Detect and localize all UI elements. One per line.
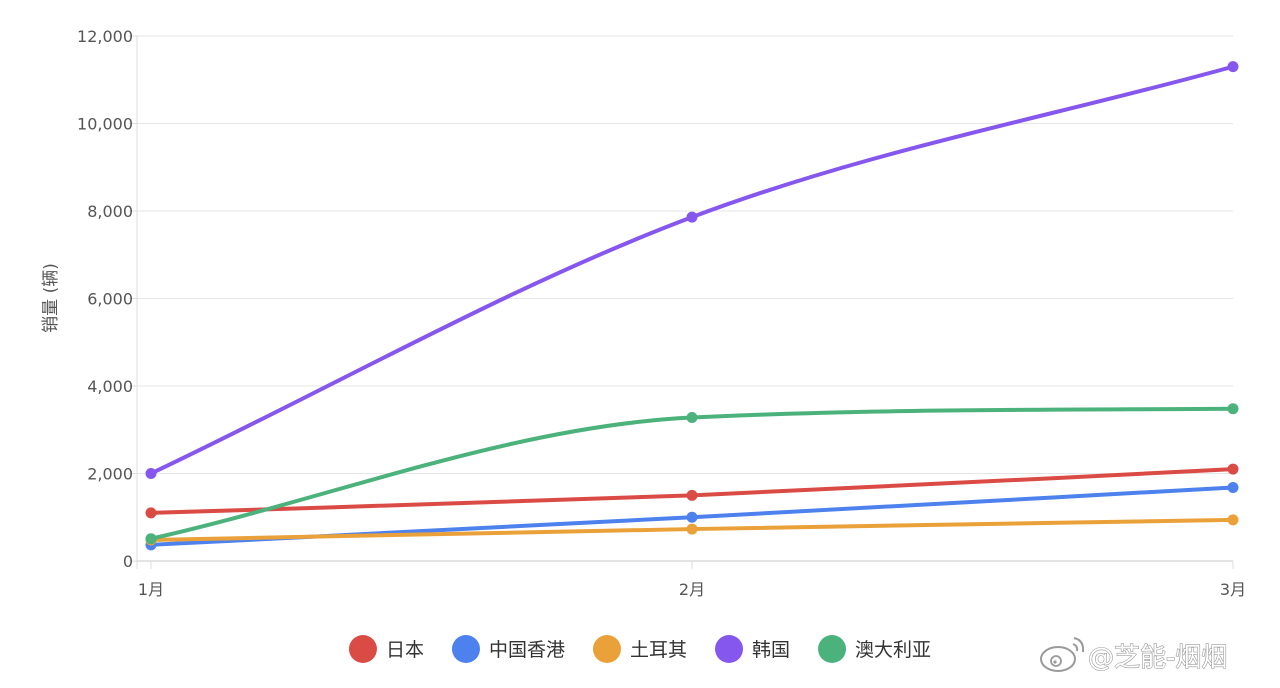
grid-lines [136, 35, 1233, 569]
x-tick-label: 2月 [679, 580, 705, 599]
legend-item[interactable]: 澳大利亚 [818, 635, 931, 663]
y-tick-label: 6,000 [87, 290, 133, 309]
weibo-logo-icon [1040, 637, 1085, 672]
data-point[interactable] [145, 507, 157, 519]
series-lines [145, 61, 1239, 551]
series-韩国 [145, 61, 1239, 479]
data-point[interactable] [145, 533, 157, 545]
y-tick-label: 8,000 [87, 202, 133, 221]
legend-label: 澳大利亚 [855, 639, 931, 661]
y-tick-label: 12,000 [77, 27, 133, 46]
data-point[interactable] [145, 468, 157, 479]
data-point[interactable] [686, 211, 698, 223]
data-point[interactable] [1227, 463, 1239, 475]
x-tick-label: 3月 [1220, 580, 1246, 599]
legend-item[interactable]: 中国香港 [451, 635, 565, 663]
series-日本 [145, 463, 1239, 519]
y-tick-label: 0 [123, 552, 133, 571]
y-axis-title: 销量 (辆) [41, 263, 61, 333]
data-point[interactable] [1227, 61, 1239, 73]
legend-label: 中国香港 [489, 639, 565, 661]
data-point[interactable] [1227, 514, 1239, 526]
legend-swatch [715, 635, 744, 663]
series-澳大利亚 [145, 403, 1239, 545]
watermark-text: @芝能-烟烟 [1088, 643, 1227, 673]
legend-item[interactable]: 韩国 [715, 635, 790, 663]
legend-swatch [592, 635, 621, 663]
legend-label: 日本 [386, 639, 424, 661]
data-point[interactable] [686, 489, 698, 501]
legend-item[interactable]: 土耳其 [592, 635, 687, 663]
x-tick-label: 1月 [138, 580, 164, 599]
watermark: @芝能-烟烟 [1040, 637, 1228, 674]
legend-swatch [818, 635, 847, 663]
data-point[interactable] [1227, 403, 1239, 415]
legend-swatch [348, 635, 377, 663]
legend-label: 土耳其 [630, 639, 687, 661]
legend-item[interactable]: 日本 [348, 635, 424, 663]
x-axis: 1月 2月 3月 [138, 561, 1246, 599]
y-tick-label: 10,000 [77, 115, 133, 134]
data-point[interactable] [1227, 482, 1239, 493]
legend-swatch [451, 635, 480, 663]
legend-label: 韩国 [752, 639, 790, 661]
y-axis: 0 2,000 4,000 6,000 8,000 10,000 12,000 [77, 27, 137, 571]
y-tick-label: 4,000 [87, 377, 133, 396]
data-point[interactable] [686, 523, 698, 535]
y-tick-label: 2,000 [87, 465, 133, 484]
legend[interactable]: 日本 中国香港 土耳其 韩国 澳大利亚 [348, 635, 931, 663]
data-point[interactable] [686, 412, 698, 423]
data-point[interactable] [686, 511, 698, 523]
